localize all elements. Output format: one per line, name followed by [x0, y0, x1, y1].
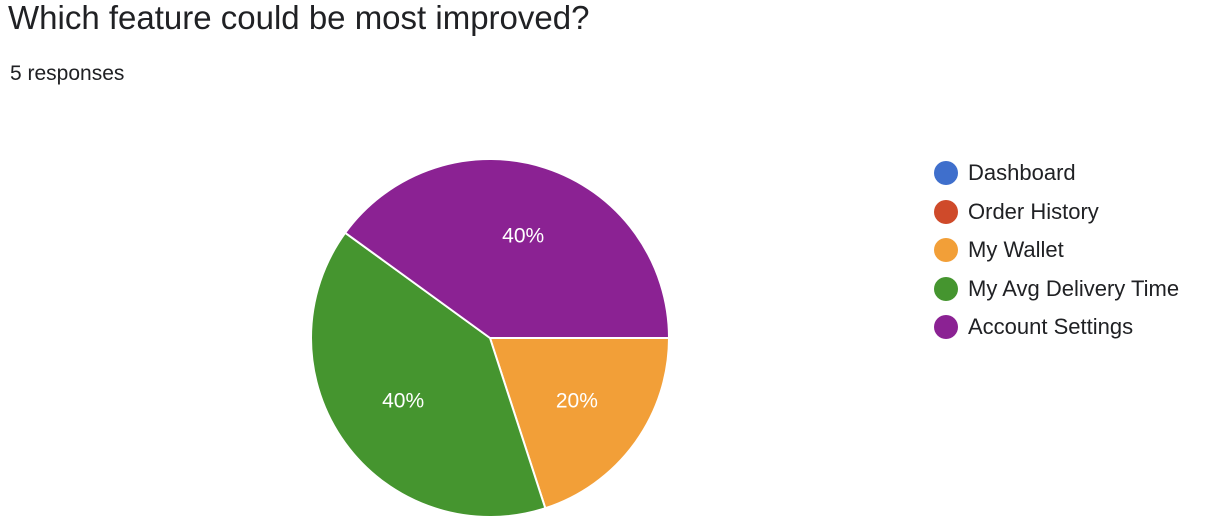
- pie-label-my-wallet: 20%: [556, 390, 598, 413]
- legend-item-order-history[interactable]: Order History: [934, 193, 1179, 232]
- legend-swatch-icon: [934, 238, 958, 263]
- legend-item-my-avg-delivery-time[interactable]: My Avg Delivery Time: [934, 270, 1179, 309]
- legend-item-account-settings[interactable]: Account Settings: [934, 308, 1179, 347]
- pie-slice-my-avg-delivery-time[interactable]: [310, 231, 547, 518]
- legend-swatch-icon: [934, 276, 958, 301]
- question-title: Which feature could be most improved?: [8, 0, 590, 36]
- pie-slice-account-settings[interactable]: [343, 158, 671, 339]
- pie-label-my-avg-delivery-time: 40%: [382, 390, 424, 413]
- legend-swatch-icon: [934, 199, 958, 224]
- legend-swatch-icon: [934, 161, 958, 186]
- legend-label: Account Settings: [968, 314, 1134, 340]
- chart-legend: Dashboard Order History My Wallet My Avg De…: [934, 154, 1179, 347]
- response-count: 5 responses: [10, 62, 125, 85]
- legend-label: Dashboard: [968, 160, 1076, 186]
- pie-slice-my-wallet[interactable]: [488, 337, 671, 510]
- legend-label: My Avg Delivery Time: [968, 275, 1180, 301]
- legend-swatch-icon: [934, 315, 958, 340]
- legend-item-dashboard[interactable]: Dashboard: [934, 154, 1179, 193]
- pie-chart: 20% 40% 40%: [310, 158, 671, 518]
- pie-label-account-settings: 40%: [502, 224, 544, 247]
- legend-item-my-wallet[interactable]: My Wallet: [934, 231, 1179, 270]
- legend-label: Order History: [968, 198, 1099, 224]
- legend-label: My Wallet: [968, 237, 1064, 263]
